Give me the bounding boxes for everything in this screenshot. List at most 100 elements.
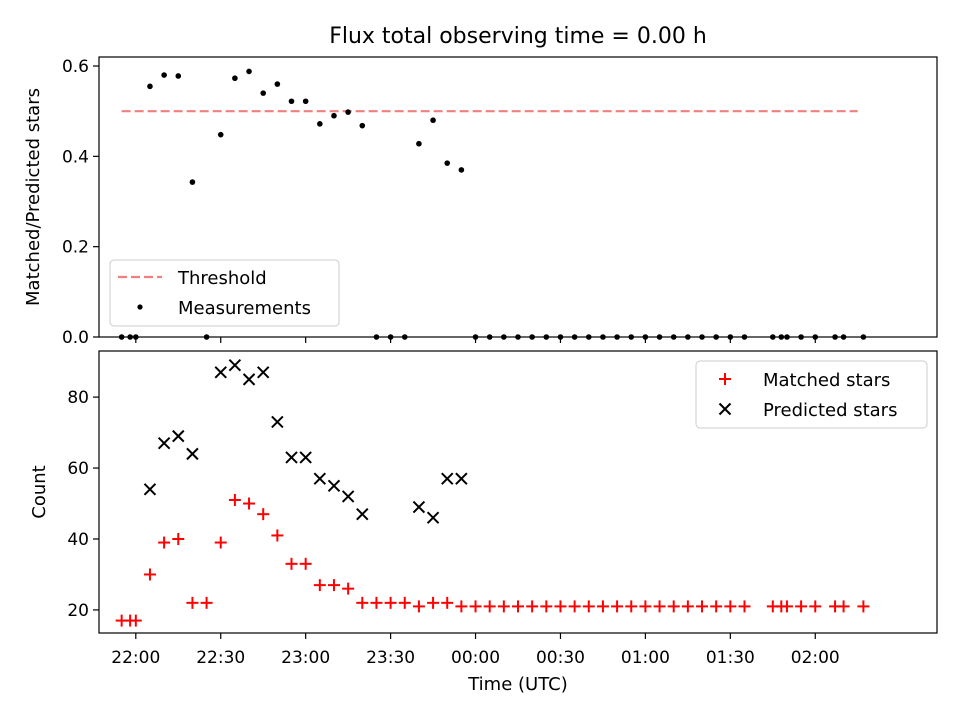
- legend-measurements-marker: [137, 304, 143, 310]
- matched-star-point: [596, 600, 609, 613]
- top-panel: 0.0 0.2 0.4 0.6 Matched/Predicted stars Thr…: [23, 56, 938, 348]
- top-panel-frame: [98, 56, 938, 338]
- chart-title: Flux total observing time = 0.00 h: [329, 24, 707, 49]
- measurement-point: [317, 121, 323, 127]
- matched-star-point: [356, 596, 369, 609]
- top-panel-legend: Threshold Measurements: [109, 259, 340, 327]
- y-tick-label: 0.6: [62, 57, 89, 77]
- bottom-panel-frame: [98, 350, 938, 634]
- x-tick-label: 02:00: [791, 648, 840, 668]
- matched-star-point: [214, 536, 227, 549]
- y-tick-label: 60: [67, 459, 89, 479]
- bottom-panel-legend: Matched stars Predicted stars: [695, 360, 928, 429]
- predicted-star-point: [143, 483, 157, 496]
- matched-star-point: [483, 600, 496, 613]
- y-tick-label: 0.2: [62, 238, 89, 258]
- measurement-point: [288, 98, 295, 105]
- measurement-point: [189, 179, 196, 185]
- measurement-point: [458, 167, 465, 173]
- matched-star-point: [172, 533, 185, 545]
- matched-star-point: [313, 579, 326, 592]
- predicted-star-point: [242, 373, 256, 386]
- bottom-panel-marks: [115, 358, 870, 627]
- matched-star-point: [526, 600, 539, 613]
- measurement-point: [232, 75, 238, 82]
- matched-star-point: [299, 557, 312, 570]
- y-tick-label: 40: [67, 530, 89, 550]
- matched-star-point: [639, 600, 652, 613]
- x-tick-label: 22:30: [196, 648, 245, 668]
- matched-star-point: [540, 600, 553, 613]
- matched-star-point: [342, 582, 355, 595]
- x-tick-label: 00:00: [451, 648, 500, 668]
- y-tick-label: 0.4: [62, 147, 89, 167]
- measurement-point: [246, 68, 252, 75]
- matched-star-point: [398, 596, 411, 609]
- matched-star-point: [200, 596, 213, 609]
- predicted-star-point: [426, 511, 440, 524]
- y-tick-label: 80: [67, 388, 89, 408]
- matched-star-point: [582, 600, 595, 613]
- measurement-point: [430, 117, 436, 124]
- legend-measurements-label: Measurements: [178, 298, 311, 319]
- predicted-star-point: [285, 451, 298, 464]
- predicted-star-point: [356, 507, 369, 521]
- measurement-point: [331, 112, 337, 119]
- predicted-star-point: [214, 366, 227, 379]
- top-panel-legend-box: [109, 259, 340, 327]
- measurement-point: [359, 122, 366, 129]
- matched-star-point: [724, 600, 737, 613]
- bottom-panel-legend-box: [695, 360, 928, 429]
- matched-star-point: [625, 600, 638, 613]
- matched-star-point: [497, 600, 510, 613]
- predicted-star-point: [455, 472, 468, 485]
- legend-matched-label: Matched stars: [763, 370, 890, 391]
- matched-star-point: [327, 579, 340, 592]
- matched-star-point: [271, 529, 284, 542]
- predicted-star-point: [412, 500, 426, 514]
- matched-star-point: [469, 600, 482, 613]
- measurement-point: [161, 72, 167, 78]
- y-tick-label: 20: [67, 601, 89, 621]
- top-panel-ticks: 0.0 0.2 0.4 0.6: [62, 57, 816, 348]
- predicted-star-point: [157, 437, 171, 450]
- legend-cross: [718, 402, 732, 416]
- predicted-star-point: [186, 447, 199, 461]
- matched-star-point: [186, 596, 199, 609]
- x-tick-label: 23:00: [281, 648, 330, 668]
- bottom-panel: 20 40 60 80 22:00 22:30 23:00 23:30 00:00 00:30 01…: [29, 350, 938, 695]
- predicted-star-point: [172, 429, 185, 443]
- measurement-point: [345, 109, 351, 115]
- predicted-star-point: [327, 479, 341, 492]
- predicted-star-point: [341, 490, 355, 503]
- measurement-point: [274, 81, 281, 87]
- measurement-point: [444, 160, 451, 166]
- matched-star-point: [370, 596, 383, 609]
- matched-star-point: [384, 596, 397, 609]
- matched-star-point: [243, 497, 256, 510]
- predicted-star-point: [228, 358, 242, 372]
- x-tick-label: 22:00: [111, 648, 160, 668]
- measurement-point: [175, 73, 182, 79]
- top-panel-marks: [118, 68, 867, 340]
- matched-star-point: [795, 600, 808, 613]
- matched-star-point: [667, 600, 680, 613]
- predicted-star-point: [271, 415, 284, 429]
- predicted-star-point: [256, 366, 270, 379]
- bottom-panel-ticks: 20 40 60 80 22:00 22:30 23:00 23:30 00:00 00:30 01…: [67, 388, 839, 668]
- matched-star-point: [427, 596, 440, 609]
- matched-star-point: [228, 493, 241, 506]
- x-tick-label: 01:30: [706, 648, 755, 668]
- matched-star-point: [837, 600, 850, 613]
- measurement-point: [217, 131, 224, 138]
- measurement-point: [147, 83, 153, 90]
- predicted-star-point: [441, 472, 454, 485]
- x-tick-label: 01:00: [621, 648, 670, 668]
- matched-star-point: [285, 557, 298, 570]
- matched-star-point: [809, 600, 822, 613]
- predicted-star-point: [299, 451, 312, 464]
- legend-threshold-label: Threshold: [177, 268, 267, 289]
- matched-star-point: [696, 600, 709, 613]
- x-tick-label: 23:30: [366, 648, 415, 668]
